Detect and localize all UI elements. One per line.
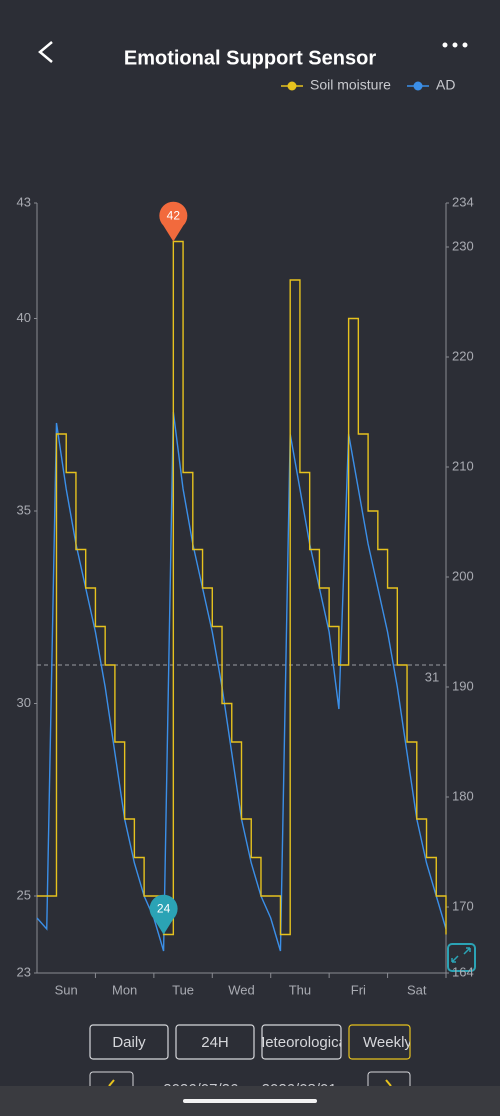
y2-tick-label: 220	[452, 348, 474, 363]
series-line	[37, 240, 447, 936]
dot	[452, 42, 458, 48]
x-tick-label: Mon	[112, 982, 137, 997]
tab[interactable]: Daily	[89, 1024, 169, 1060]
tab[interactable]: 24H	[175, 1024, 255, 1060]
series-line	[36, 411, 447, 952]
y-tick-label: 35	[17, 502, 31, 517]
tab-frame	[175, 1024, 255, 1060]
max-label: 42	[167, 209, 181, 223]
back-button[interactable]	[38, 41, 53, 63]
min-label: 24	[157, 902, 171, 916]
prev-arrow	[108, 1079, 115, 1087]
y-tick-label: 30	[17, 695, 31, 710]
max-pin	[159, 201, 188, 242]
tab-label: Meteorological	[253, 1034, 351, 1051]
legend-label: Soil moisture	[310, 77, 391, 93]
legend-dot	[413, 81, 423, 91]
y2-tick-label: 170	[452, 898, 474, 913]
title: Emotional Support Sensor	[124, 47, 376, 69]
tab-frame	[348, 1024, 411, 1060]
expand-icon[interactable]	[447, 943, 476, 972]
y2-tick-label: 200	[452, 568, 474, 583]
x-tick-label: Fri	[351, 982, 366, 997]
y2-tick-label: 210	[452, 458, 474, 473]
y-tick-label: 40	[17, 310, 31, 325]
dot	[442, 42, 448, 48]
x-tick-label: Wed	[228, 982, 255, 997]
legend-label: AD	[436, 77, 455, 93]
dot	[462, 42, 468, 48]
tab[interactable]: Meteorological	[253, 1024, 351, 1060]
tab-label: Daily	[112, 1034, 146, 1051]
y-tick-label: 25	[17, 887, 31, 902]
x-tick-label: Thu	[289, 982, 311, 997]
icon-frame	[447, 943, 476, 972]
average-label: 31	[425, 669, 439, 684]
tab-frame	[89, 1024, 169, 1060]
x-tick-label: Sun	[55, 982, 78, 997]
tab[interactable]: Weekly	[348, 1024, 412, 1060]
y2-tick-label: 230	[452, 238, 474, 253]
next-arrow	[385, 1079, 392, 1087]
more-button[interactable]	[442, 42, 468, 48]
tab-label: 24H	[201, 1034, 229, 1051]
tab-label: Weekly	[363, 1034, 412, 1051]
y2-tick-label: 190	[452, 678, 474, 693]
x-tick-label: Tue	[172, 982, 194, 997]
y2-tick-label: 234	[452, 194, 474, 209]
min-pin	[149, 894, 178, 935]
x-tick-label: Sat	[407, 982, 427, 997]
y-tick-label: 43	[17, 194, 31, 209]
tab-frame	[261, 1024, 342, 1060]
legend-dot	[287, 81, 297, 91]
y2-tick-label: 180	[452, 788, 474, 803]
y-tick-label: 23	[17, 964, 31, 979]
y2-tick-label: 164	[452, 964, 474, 979]
icon-arrows	[451, 947, 471, 963]
